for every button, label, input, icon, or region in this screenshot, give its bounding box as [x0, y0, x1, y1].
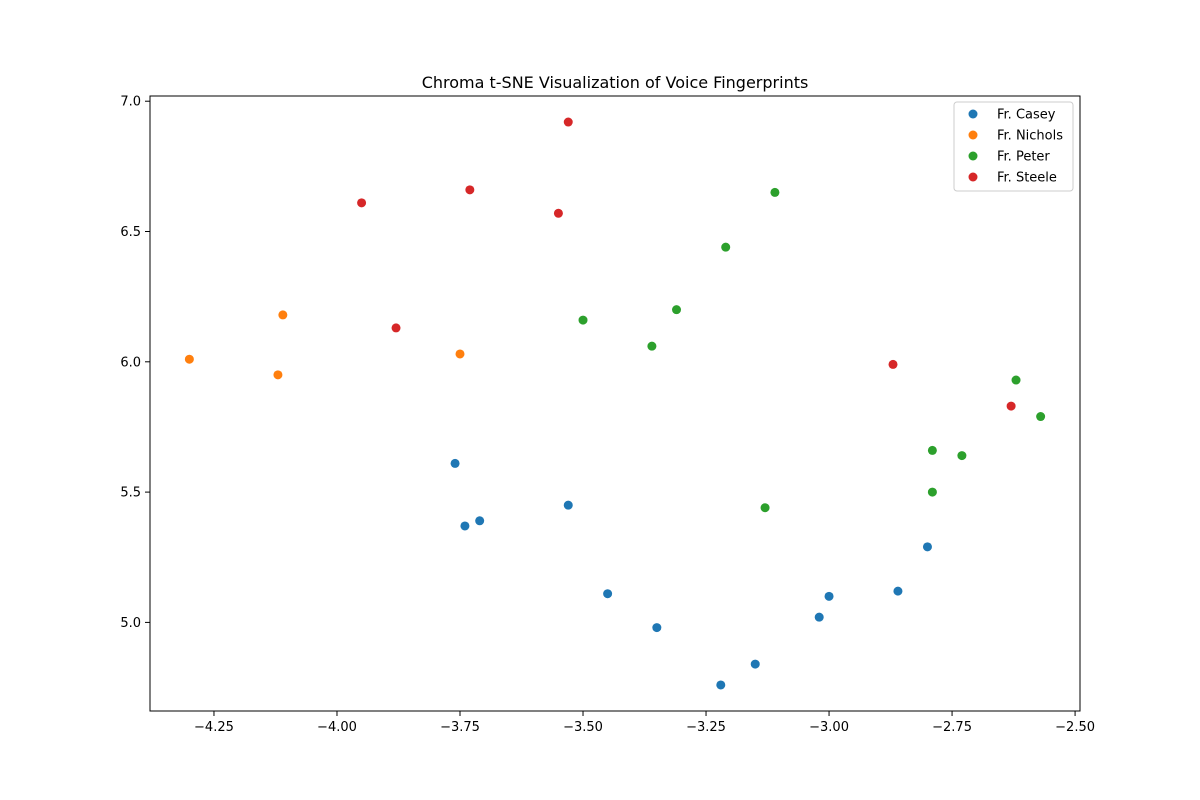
- data-point: [603, 589, 613, 599]
- data-point: [888, 359, 898, 369]
- data-point: [273, 370, 283, 380]
- legend-marker: [968, 130, 978, 140]
- data-point: [922, 542, 932, 552]
- data-point: [957, 451, 967, 461]
- y-tick-label: 7.0: [120, 95, 141, 110]
- data-point: [450, 458, 460, 468]
- data-point: [672, 305, 682, 315]
- y-tick-label: 6.5: [120, 225, 141, 240]
- y-tick-label: 5.5: [120, 486, 141, 501]
- data-point: [1011, 375, 1021, 385]
- data-point: [814, 612, 824, 622]
- data-point: [563, 500, 573, 510]
- data-point: [184, 354, 194, 364]
- plot-area: [149, 95, 1081, 712]
- legend-box: [953, 101, 1074, 192]
- legend-label: Fr. Nichols: [997, 129, 1063, 144]
- chart-title: Chroma t-SNE Visualization of Voice Fing…: [422, 73, 809, 92]
- legend-item: Fr. Nichols: [968, 129, 1063, 144]
- legend-marker: [968, 151, 978, 161]
- data-point: [750, 659, 760, 669]
- data-point: [391, 323, 401, 333]
- data-point: [927, 445, 937, 455]
- data-point: [893, 586, 903, 596]
- x-tick-label: −3.25: [686, 720, 726, 735]
- data-point: [563, 117, 573, 127]
- series-fr-nichols: [184, 310, 465, 380]
- legend-item: Fr. Casey: [968, 108, 1056, 123]
- legend-item: Fr. Steele: [968, 171, 1057, 186]
- data-points: [184, 117, 1046, 690]
- data-point: [357, 198, 367, 208]
- legend-label: Fr. Steele: [997, 171, 1057, 186]
- series-fr-casey: [450, 458, 932, 690]
- data-point: [770, 187, 780, 197]
- data-point: [716, 680, 726, 690]
- plot-frame: [149, 95, 1081, 712]
- legend-marker: [968, 172, 978, 182]
- data-point: [927, 487, 937, 497]
- legend-item: Fr. Peter: [968, 150, 1050, 165]
- legend-label: Fr. Peter: [997, 150, 1050, 165]
- y-tick-label: 6.0: [120, 355, 141, 370]
- data-point: [652, 623, 662, 633]
- data-point: [475, 516, 485, 526]
- data-point: [1036, 412, 1046, 422]
- data-point: [553, 208, 563, 218]
- y-tick-label: 5.0: [120, 616, 141, 631]
- x-tick-label: −4.25: [194, 720, 234, 735]
- data-point: [760, 503, 770, 513]
- data-point: [824, 591, 834, 601]
- data-point: [578, 315, 588, 325]
- x-axis: −4.25 −4.00 −3.75 −3.50 −3.25 −3.00 −2.75 −2.50: [194, 711, 1095, 735]
- legend-label: Fr. Casey: [997, 108, 1056, 123]
- x-tick-label: −3.50: [563, 720, 603, 735]
- data-point: [455, 349, 465, 359]
- legend-marker: [968, 109, 978, 119]
- y-axis: 5.0 5.5 6.0 6.5 7.0: [120, 95, 150, 631]
- data-point: [465, 185, 475, 195]
- data-point: [647, 341, 657, 351]
- x-tick-label: −2.50: [1055, 720, 1095, 735]
- series-fr-peter: [578, 187, 1046, 513]
- data-point: [721, 242, 731, 252]
- x-tick-label: −4.00: [317, 720, 357, 735]
- x-tick-label: −3.00: [809, 720, 849, 735]
- x-tick-label: −3.75: [440, 720, 480, 735]
- series-fr-steele: [357, 117, 1016, 411]
- data-point: [1006, 401, 1016, 411]
- data-point: [460, 521, 470, 531]
- data-point: [278, 310, 288, 320]
- legend: Fr. Casey Fr. Nichols Fr. Peter Fr. Steele: [953, 101, 1074, 192]
- x-tick-label: −2.75: [932, 720, 972, 735]
